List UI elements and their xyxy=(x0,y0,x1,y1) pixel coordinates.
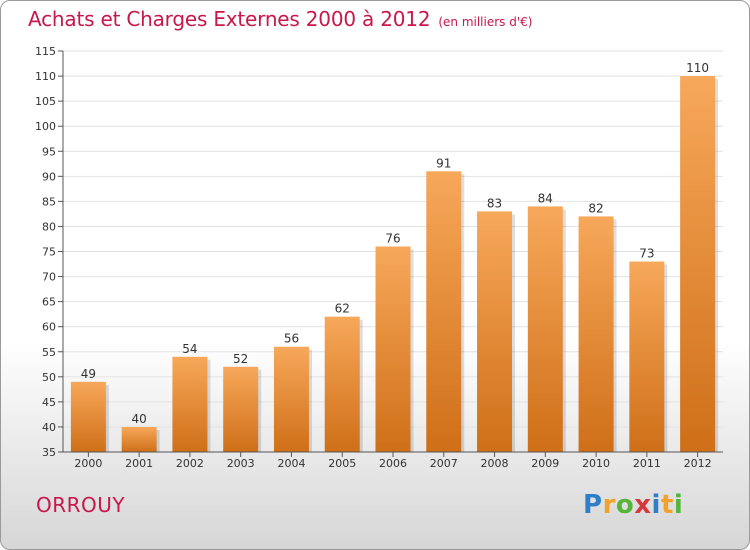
data-label: 73 xyxy=(639,247,654,261)
y-tick-label: 60 xyxy=(42,321,56,334)
commune-name: ORROUY xyxy=(36,493,125,517)
logo-letter: r xyxy=(603,490,616,520)
y-tick-label: 115 xyxy=(35,45,56,58)
bar xyxy=(122,427,157,452)
data-label: 49 xyxy=(81,367,96,381)
y-tick-label: 90 xyxy=(42,170,56,183)
logo-letter: o xyxy=(616,490,634,520)
y-tick-label: 40 xyxy=(42,421,56,434)
data-label: 91 xyxy=(436,156,451,170)
proxiti-logo: Proxiti xyxy=(583,490,683,520)
data-label: 76 xyxy=(385,231,400,245)
data-label: 56 xyxy=(284,332,299,346)
data-label: 110 xyxy=(686,61,709,75)
x-tick-label: 2005 xyxy=(328,457,356,470)
x-tick-label: 2006 xyxy=(379,457,407,470)
x-tick-label: 2009 xyxy=(531,457,559,470)
bar xyxy=(426,171,461,452)
x-tick-label: 2007 xyxy=(430,457,458,470)
y-tick-label: 110 xyxy=(35,70,56,83)
y-tick-label: 35 xyxy=(42,446,56,459)
data-label: 62 xyxy=(335,302,350,316)
data-label: 54 xyxy=(182,342,197,356)
logo-letter: i xyxy=(652,490,661,520)
bar-chart: 35 40 45 50 55 60 65 70 75 80 85 90 95 100 105 110 115 20… xyxy=(1,1,750,550)
logo-letter: P xyxy=(583,490,603,520)
y-tick-label: 100 xyxy=(35,120,56,133)
data-label: 40 xyxy=(132,412,147,426)
data-label: 84 xyxy=(538,191,553,205)
data-label: 82 xyxy=(588,201,603,215)
x-tick-label: 2003 xyxy=(227,457,255,470)
bar xyxy=(71,382,106,452)
y-tick-label: 45 xyxy=(42,396,56,409)
logo-letter: x xyxy=(634,490,651,520)
bar xyxy=(172,357,207,452)
y-tick-label: 105 xyxy=(35,95,56,108)
x-tick-label: 2012 xyxy=(684,457,712,470)
y-tick-label: 95 xyxy=(42,145,56,158)
bar xyxy=(274,347,309,452)
bar xyxy=(223,367,258,452)
bar xyxy=(325,317,360,452)
bars xyxy=(71,76,718,452)
x-tick-label: 2008 xyxy=(481,457,509,470)
bar xyxy=(629,262,664,452)
y-tick-label: 75 xyxy=(42,246,56,259)
bar xyxy=(477,211,512,452)
bar xyxy=(680,76,715,452)
data-label: 83 xyxy=(487,196,502,210)
y-tick-label: 65 xyxy=(42,296,56,309)
bar xyxy=(579,216,614,452)
x-tick-label: 2001 xyxy=(125,457,153,470)
x-tick-label: 2004 xyxy=(277,457,305,470)
y-tick-label: 55 xyxy=(42,346,56,359)
x-tick-label: 2002 xyxy=(176,457,204,470)
logo-letter: t xyxy=(661,490,674,520)
x-tick-label: 2010 xyxy=(582,457,610,470)
y-tick-label: 80 xyxy=(42,220,56,233)
bar xyxy=(376,246,411,452)
chart-frame: Achats et Charges Externes 2000 à 2012 (e… xyxy=(0,0,750,550)
y-tick-label: 50 xyxy=(42,371,56,384)
logo-letter: i xyxy=(674,490,683,520)
data-label: 52 xyxy=(233,352,248,366)
bar xyxy=(528,206,563,452)
y-tick-label: 70 xyxy=(42,271,56,284)
y-tick-label: 85 xyxy=(42,195,56,208)
x-tick-label: 2011 xyxy=(633,457,661,470)
x-tick-label: 2000 xyxy=(74,457,102,470)
